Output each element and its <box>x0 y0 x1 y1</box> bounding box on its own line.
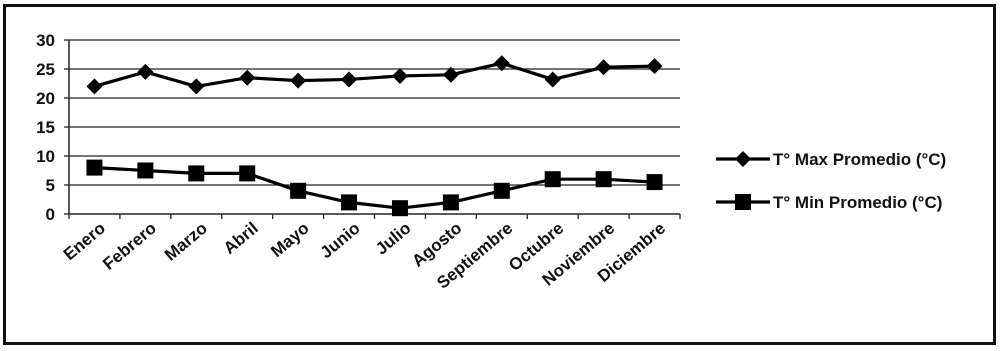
series-line <box>94 166 655 210</box>
x-tick-label: Mayo <box>267 219 313 261</box>
data-point <box>86 159 103 176</box>
y-tick-label: 0 <box>46 205 55 224</box>
data-point <box>646 58 663 75</box>
x-tick-label: Julio <box>372 219 415 259</box>
data-point <box>86 78 103 95</box>
data-point <box>595 171 612 188</box>
x-tick-label: Junio <box>317 219 364 263</box>
data-point <box>391 200 408 217</box>
legend-entry-0: T° Max Promedio (°C) <box>716 150 946 169</box>
data-point <box>290 72 307 89</box>
data-point <box>391 67 408 84</box>
data-point <box>544 171 561 188</box>
x-tick-label: Abril <box>220 219 262 258</box>
data-point <box>493 182 510 199</box>
y-tick-label: 5 <box>46 176 55 195</box>
legend-label: T° Max Promedio (°C) <box>773 150 946 169</box>
y-tick-label: 15 <box>36 118 55 137</box>
data-point <box>595 59 612 76</box>
legend: T° Max Promedio (°C) T° Min Promedio (°C) <box>716 150 946 212</box>
series-line <box>94 61 655 89</box>
data-point <box>290 182 307 199</box>
data-point <box>442 66 459 83</box>
legend-marker <box>735 194 751 210</box>
legend-label: T° Min Promedio (°C) <box>773 193 942 212</box>
data-point <box>239 69 256 86</box>
y-tick-label: 20 <box>36 89 55 108</box>
y-tick-label: 30 <box>36 31 55 50</box>
data-point <box>646 174 663 191</box>
data-point <box>137 63 154 80</box>
series-0 <box>86 55 663 95</box>
y-tick-label: 25 <box>36 60 55 79</box>
data-point <box>493 55 510 72</box>
y-tick-labels: 0 5 10 15 20 25 30 <box>36 31 55 224</box>
series-lines <box>86 55 663 217</box>
legend-entry-1: T° Min Promedio (°C) <box>716 193 942 212</box>
data-point <box>188 78 205 95</box>
data-point <box>188 165 205 182</box>
legend-marker <box>735 151 751 167</box>
data-point <box>442 194 459 211</box>
data-point <box>137 162 154 179</box>
axes <box>64 39 681 219</box>
data-point <box>341 71 358 88</box>
data-point <box>239 165 256 182</box>
data-point <box>544 71 561 88</box>
x-tick-label: Marzo <box>161 219 211 265</box>
gridlines <box>69 39 680 186</box>
series-1 <box>86 159 663 217</box>
x-tick-label: Febrero <box>99 219 160 274</box>
data-point <box>341 194 358 211</box>
y-tick-label: 10 <box>36 147 55 166</box>
